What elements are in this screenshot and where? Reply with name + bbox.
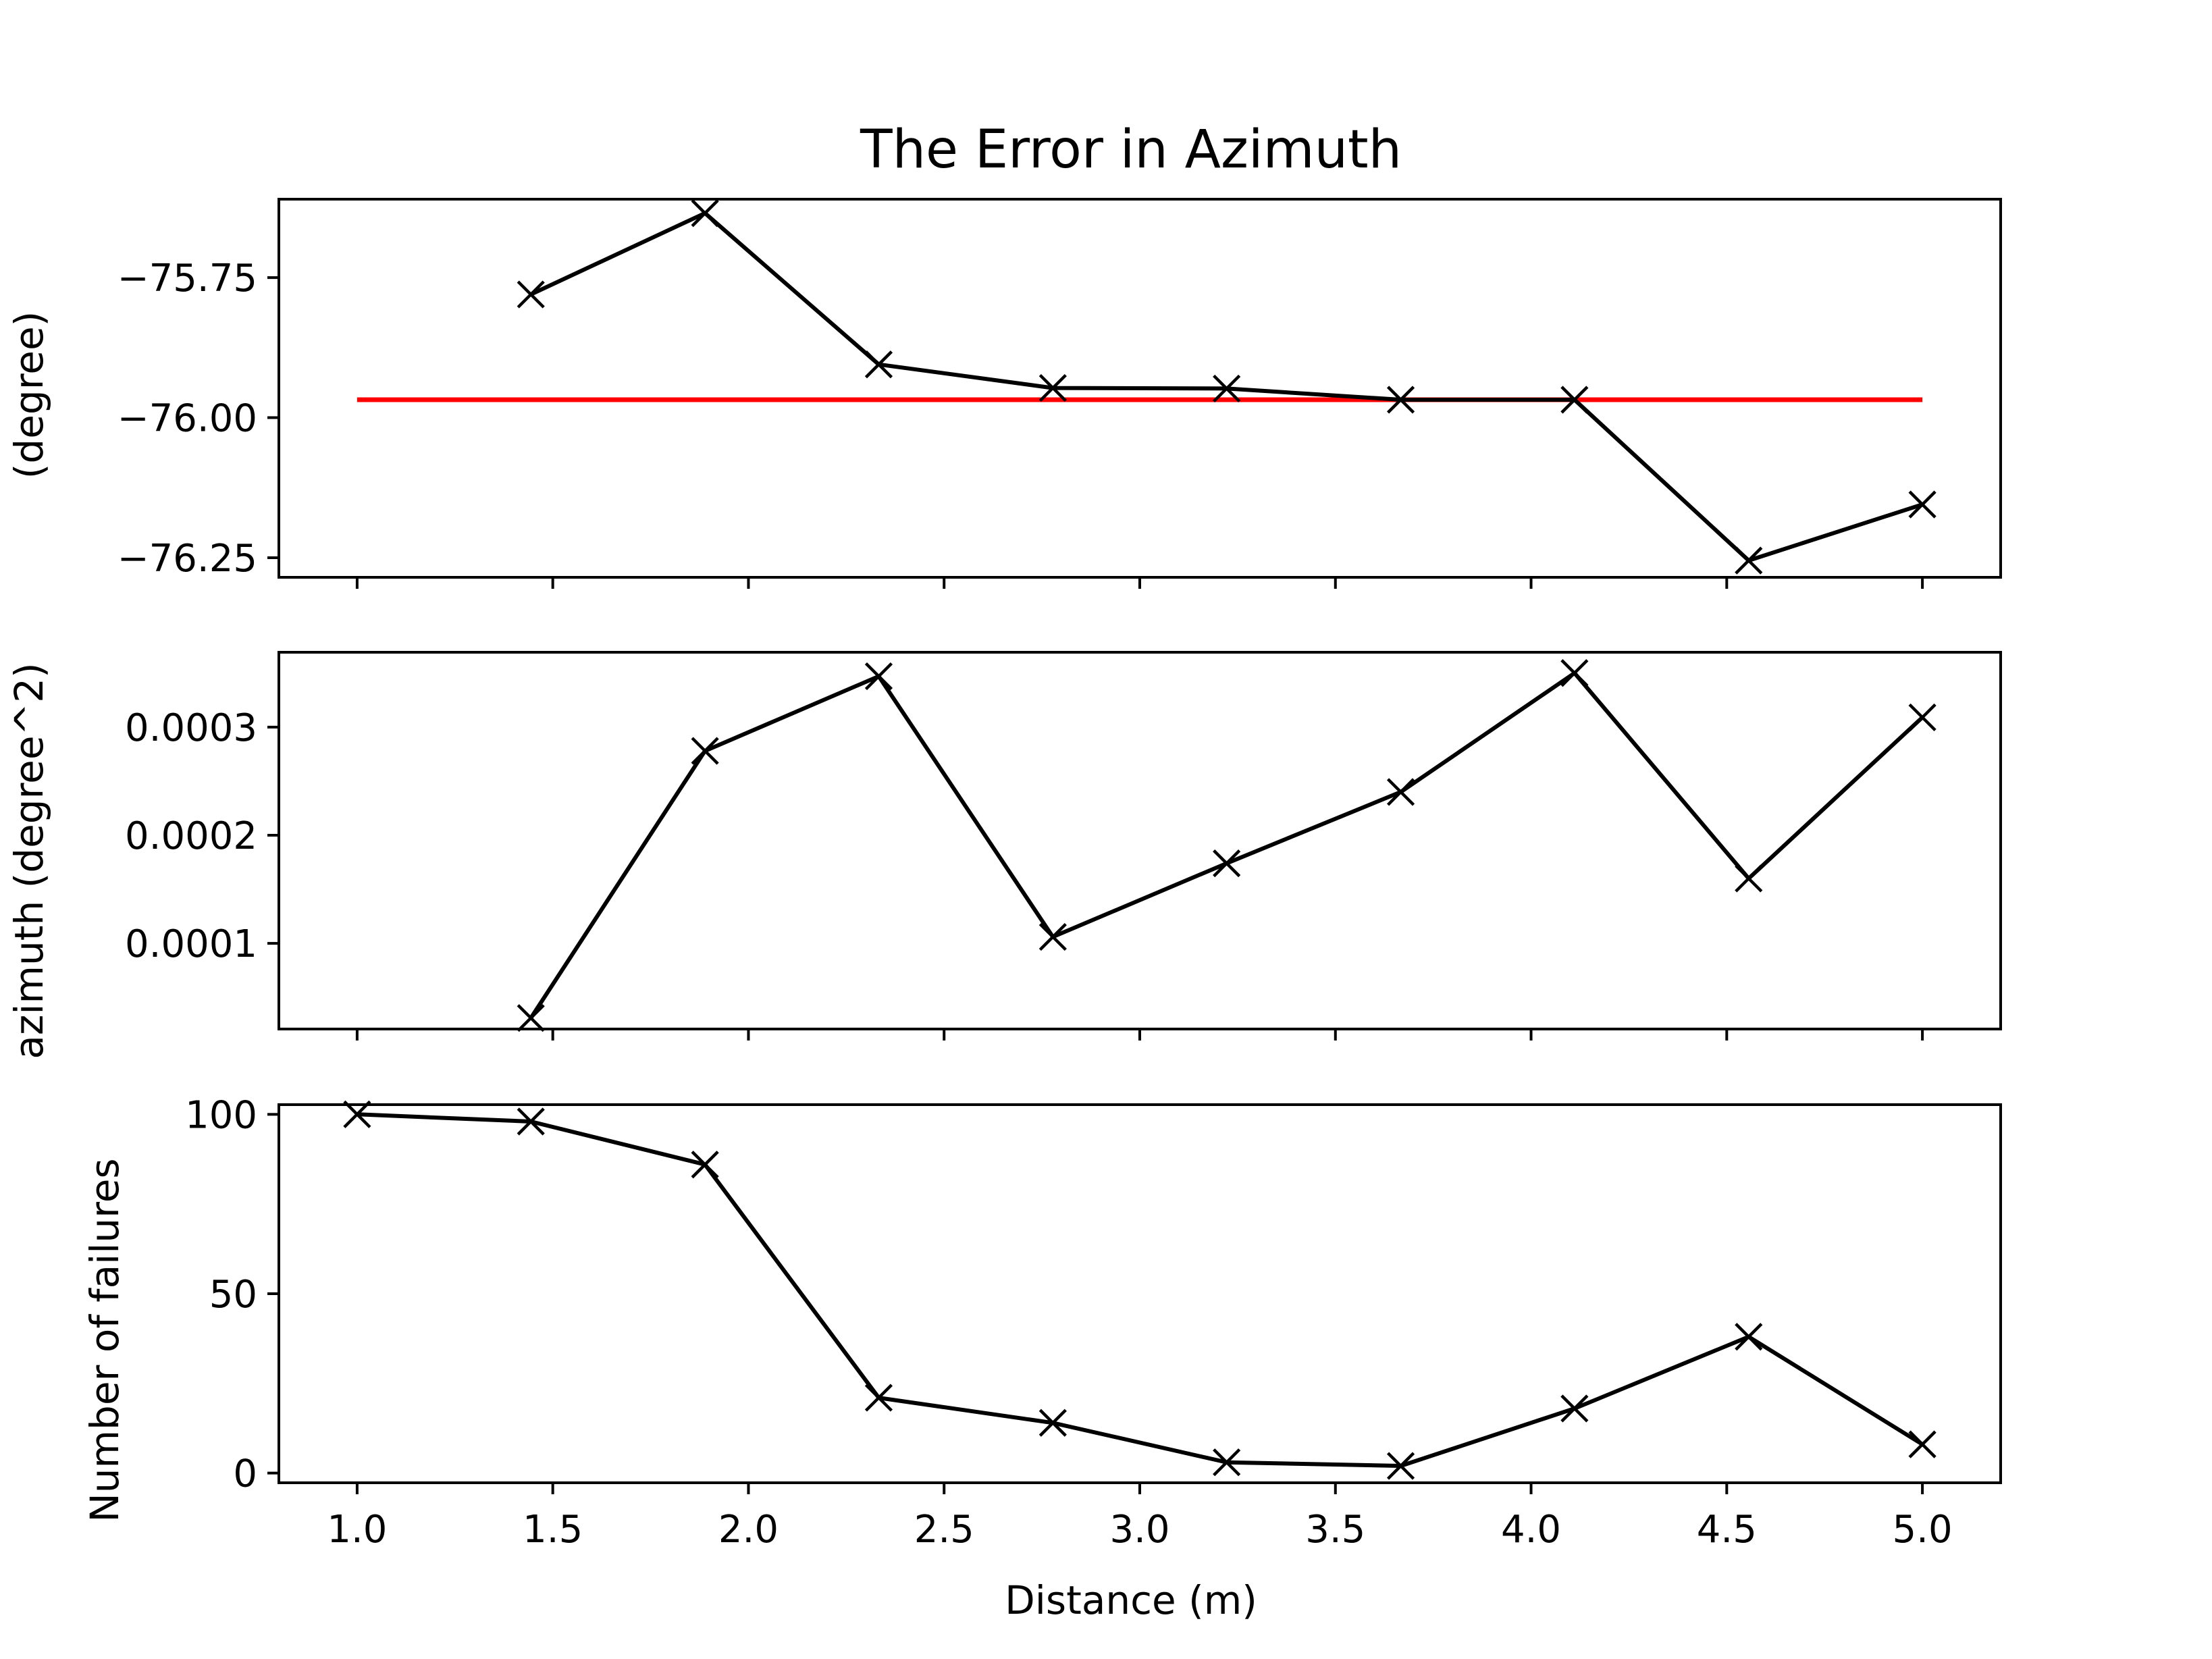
series-line: [357, 1112, 1924, 1468]
y-tick-label: 0.0003: [125, 706, 257, 750]
data-point-marker: [517, 280, 545, 309]
marker-stroke: [1908, 1430, 1937, 1458]
shared-y-axis-label: azimuth (degree^2): [6, 662, 52, 1059]
x-axis-label: Distance (m): [1005, 1577, 1257, 1623]
marker-stroke: [517, 280, 545, 309]
marker-stroke: [1386, 778, 1415, 806]
marker-stroke: [1735, 1323, 1763, 1351]
y-tick-label: −75.75: [117, 257, 257, 300]
marker-stroke: [517, 1004, 545, 1032]
data-point-marker: [1038, 1408, 1067, 1437]
y-tick-label: −76.25: [117, 537, 257, 581]
y-tick-label: 0.0002: [125, 814, 257, 858]
marker-stroke: [1908, 490, 1937, 519]
x-tick-label: 4.5: [1697, 1508, 1757, 1552]
data-point-marker: [1213, 374, 1241, 403]
data-point-marker: [864, 1384, 893, 1412]
marker-stroke: [1386, 1452, 1415, 1480]
marker-stroke: [1038, 1408, 1067, 1437]
mean-y-axis-label: (degree): [6, 311, 52, 479]
data-point-marker: [517, 1107, 545, 1136]
data-point-marker: [1213, 1448, 1241, 1477]
marker-stroke: [691, 199, 719, 228]
marker-stroke: [1560, 1394, 1589, 1423]
marker-stroke: [691, 1151, 719, 1179]
marker-stroke: [1038, 922, 1067, 951]
data-point-marker: [1560, 659, 1589, 687]
y-tick-label: 100: [185, 1093, 257, 1137]
x-tick-label: 2.5: [914, 1508, 974, 1552]
x-tick-label: 4.0: [1501, 1508, 1561, 1552]
plot-frame: [278, 1103, 2002, 1484]
marker-stroke: [864, 1384, 893, 1412]
data-point-marker: [864, 662, 893, 691]
x-tick-label: 2.0: [718, 1508, 779, 1552]
subplot-failures: 1.0 1.5 2.0 2.5 3.0 3.5 4.0 4.5 5.0 0 50 100: [185, 1093, 2002, 1552]
subplot-variance: 0.0001 0.0002 0.0003: [125, 651, 2002, 1041]
plot-frame: [278, 198, 2002, 579]
chart-title: The Error in Azimuth: [860, 120, 1402, 180]
data-point-marker: [1386, 386, 1415, 414]
x-tick-label: 1.5: [523, 1508, 583, 1552]
data-point-marker: [1908, 1430, 1937, 1458]
data-point-marker: [1560, 1394, 1589, 1423]
marker-stroke: [1386, 386, 1415, 414]
data-point-marker: [1908, 703, 1937, 732]
data-point-marker: [517, 1004, 545, 1032]
marker-stroke: [1038, 373, 1067, 402]
data-point-marker: [1560, 386, 1589, 414]
x-tick-label: 1.0: [327, 1508, 387, 1552]
data-point-marker: [1735, 1323, 1763, 1351]
data-point-marker: [1038, 373, 1067, 402]
data-point-marker: [691, 199, 719, 228]
marker-stroke: [1560, 386, 1589, 414]
data-point-marker: [1038, 922, 1067, 951]
data-point-marker: [1908, 490, 1937, 519]
data-point-marker: [864, 350, 893, 379]
marker-stroke: [1735, 864, 1763, 893]
data-point-marker: [1386, 1452, 1415, 1480]
y-tick-label: −76.00: [117, 397, 257, 441]
marker-stroke: [1213, 849, 1241, 878]
marker-stroke: [517, 1107, 545, 1136]
marker-stroke: [864, 662, 893, 691]
y-tick-label: 50: [209, 1273, 257, 1317]
data-point-marker: [691, 1151, 719, 1179]
marker-stroke: [1908, 703, 1937, 732]
plot-frame: [278, 651, 2002, 1030]
marker-stroke: [864, 350, 893, 379]
x-tick-label: 3.0: [1109, 1508, 1169, 1552]
failures-y-axis-label: Number of failures: [82, 1158, 128, 1522]
x-tick-label: 3.5: [1305, 1508, 1365, 1552]
marker-stroke: [1213, 374, 1241, 403]
data-point-marker: [1213, 849, 1241, 878]
marker-stroke: [691, 737, 719, 765]
x-tick-label: 5.0: [1893, 1508, 1953, 1552]
marker-stroke: [1735, 546, 1763, 575]
data-point-marker: [1735, 546, 1763, 575]
data-point-marker: [1386, 778, 1415, 806]
subplot-mean: −75.75 −76.00 −76.25: [117, 198, 2002, 589]
marker-stroke: [1560, 659, 1589, 687]
data-point-marker: [691, 737, 719, 765]
y-tick-label: 0.0001: [125, 922, 257, 966]
marker-stroke: [1213, 1448, 1241, 1477]
y-tick-label: 0: [233, 1452, 257, 1496]
data-point-marker: [1735, 864, 1763, 893]
